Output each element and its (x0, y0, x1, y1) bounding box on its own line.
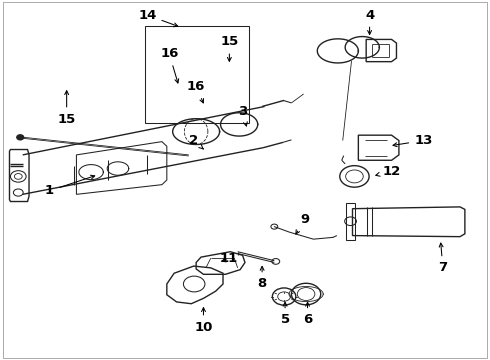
Text: 7: 7 (439, 243, 447, 274)
Text: 13: 13 (393, 134, 433, 147)
Text: 11: 11 (220, 252, 238, 265)
Text: 15: 15 (57, 91, 76, 126)
Text: 6: 6 (303, 302, 312, 327)
Text: 9: 9 (296, 213, 309, 234)
Text: 5: 5 (280, 302, 290, 327)
Text: 16: 16 (160, 47, 179, 83)
Text: 4: 4 (365, 9, 374, 35)
Text: 16: 16 (187, 80, 205, 103)
Text: 1: 1 (45, 175, 95, 197)
Text: 3: 3 (238, 105, 247, 126)
Text: 12: 12 (376, 165, 401, 177)
Text: 14: 14 (138, 9, 178, 27)
Text: 15: 15 (220, 35, 239, 61)
Text: 10: 10 (194, 308, 213, 333)
Text: 2: 2 (189, 134, 203, 149)
Circle shape (17, 135, 24, 140)
Text: 8: 8 (257, 266, 267, 291)
